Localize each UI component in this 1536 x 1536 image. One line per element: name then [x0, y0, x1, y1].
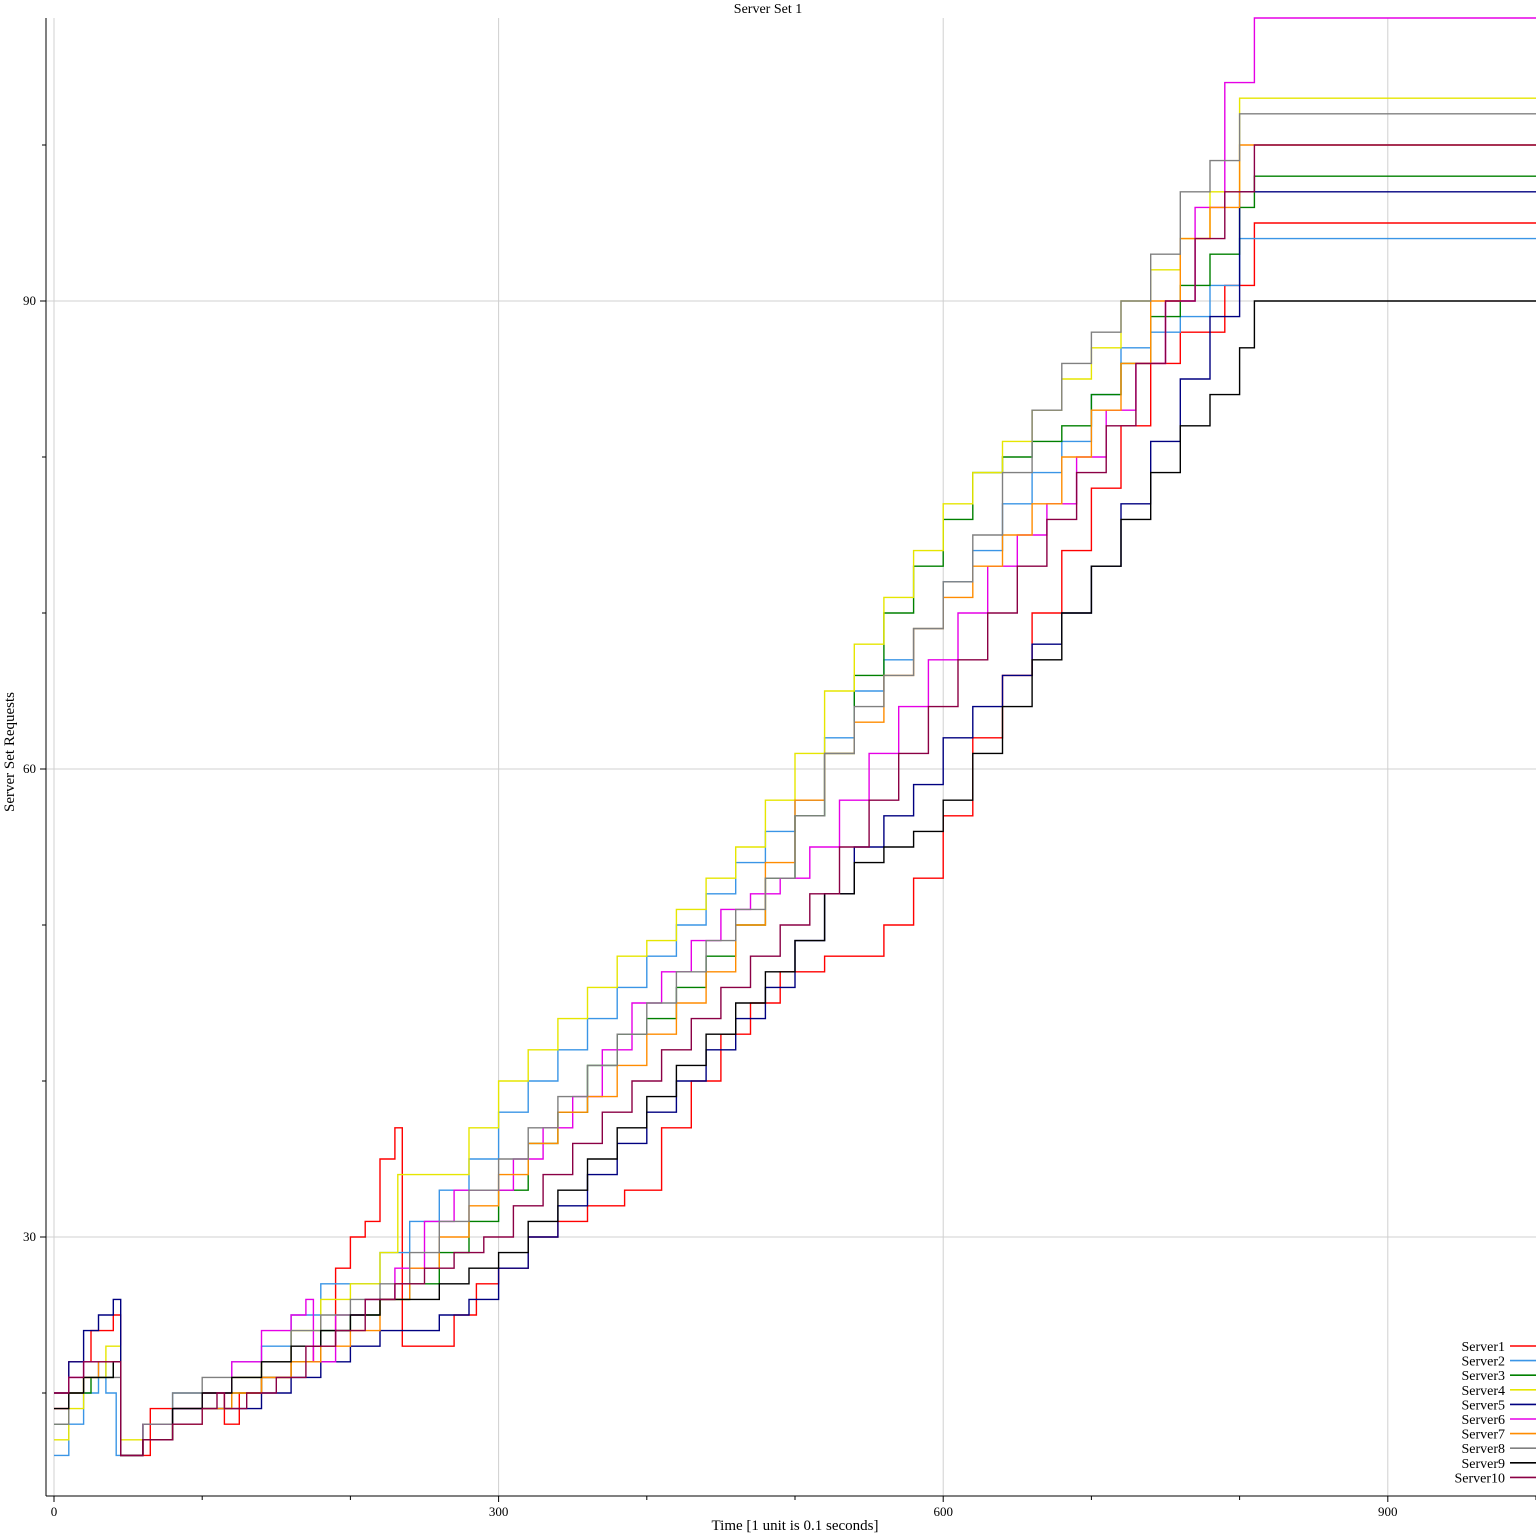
series-line-server10 [54, 144, 1536, 1457]
x-tick-label: 900 [1378, 1504, 1398, 1519]
x-tick-label: 300 [489, 1504, 509, 1519]
y-axis-label: Server Set Requests [2, 692, 18, 812]
legend-label: Server9 [1461, 1457, 1505, 1472]
series-line-server7 [54, 144, 1536, 1457]
legend-label: Server6 [1461, 1413, 1505, 1428]
x-tick-label: 600 [933, 1504, 953, 1519]
legend-label: Server8 [1461, 1442, 1505, 1457]
series-line-server6 [54, 17, 1536, 1457]
y-tick-label: 90 [23, 293, 36, 308]
x-tick-label: 0 [51, 1504, 58, 1519]
axes [45, 18, 1536, 1497]
y-tick-label: 60 [23, 761, 36, 776]
series-line-server9 [54, 300, 1536, 1457]
legend-label: Server4 [1461, 1384, 1505, 1399]
legend-label: Server10 [1454, 1471, 1505, 1486]
series-line-server8 [54, 113, 1536, 1457]
legend-label: Server7 [1461, 1428, 1505, 1443]
legend-label: Server1 [1461, 1340, 1505, 1355]
series-lines [54, 17, 1536, 1457]
legend-label: Server3 [1461, 1369, 1505, 1384]
ticks: 0 300 600 900 30 60 90 [23, 144, 1536, 1519]
x-axis-label: Time [1 unit is 0.1 seconds] [712, 1518, 879, 1534]
legend-label: Server5 [1461, 1398, 1505, 1413]
chart-title: Server Set 1 [734, 2, 802, 17]
legend: Server1Server2Server3Server4Server5Serve… [1454, 1340, 1536, 1486]
grid [46, 18, 1536, 1496]
legend-label: Server2 [1461, 1355, 1505, 1370]
y-tick-label: 30 [23, 1229, 36, 1244]
